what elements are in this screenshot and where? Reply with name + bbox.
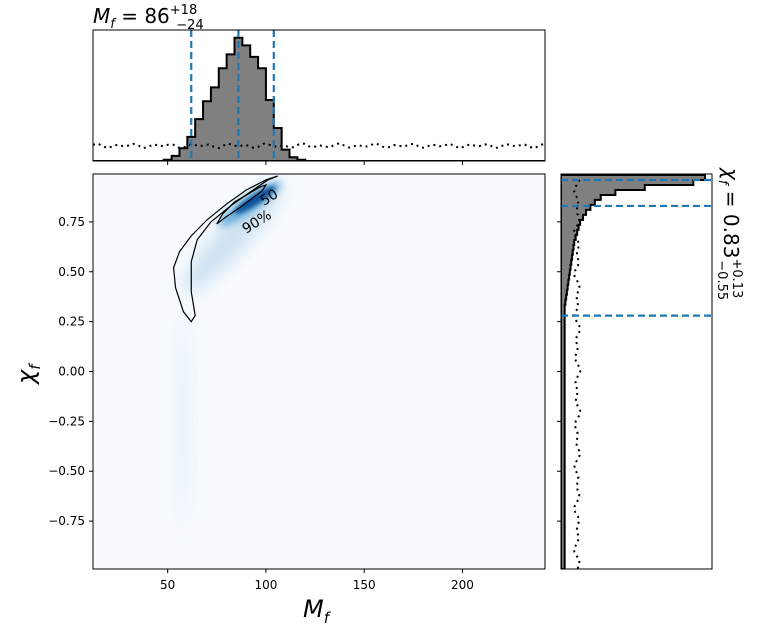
density-tail	[175, 310, 191, 530]
x-tick-label-1: 100	[254, 578, 277, 592]
contour-50-percent	[216, 183, 268, 225]
spin-histogram-fill	[561, 174, 706, 569]
spin-panel-title: χf = 0.83+0.13−0.55	[714, 167, 744, 300]
joint-x-axis-label: Mf	[303, 595, 332, 627]
density-wide	[182, 183, 282, 293]
density-core	[234, 186, 276, 214]
joint-panel: 90% 50 50 100 150 200 0.750.500.250.00−0.25…	[12, 173, 546, 627]
x-tick-label-2: 150	[353, 578, 376, 592]
mass-panel-frame	[92, 29, 546, 162]
y-label-symbol: χ	[12, 369, 40, 386]
spin-title-symbol: χ	[719, 167, 743, 181]
mass-histogram-outline	[93, 36, 545, 161]
x-tick-label-3: 200	[451, 578, 474, 592]
joint-y-axis-label: χf	[12, 362, 44, 386]
spin-prior-line	[572, 174, 582, 569]
spin-panel-frame	[560, 173, 713, 570]
mass-title-median: 86	[144, 4, 169, 28]
mass-marginal-panel: Mf = 86+18 −24	[92, 3, 546, 165]
mass-title-symbol: M	[93, 4, 110, 28]
x-label-subscript: f	[324, 609, 332, 627]
mass-histogram-fill	[163, 37, 306, 161]
spin-title-minus: −0.55	[714, 260, 729, 300]
y-tick-label-1: 0.50	[58, 265, 85, 279]
y-tick-label-0: 0.75	[58, 215, 85, 229]
joint-x-axis: 50 100 150 200	[160, 569, 474, 592]
mass-title-plus: +18	[170, 3, 197, 18]
y-tick-label-3: 0.00	[58, 365, 85, 379]
y-tick-label-6: −0.75	[48, 514, 85, 528]
spin-title-plus: +0.13	[729, 258, 744, 298]
joint-density	[175, 181, 282, 530]
spin-histogram-outline	[561, 174, 707, 569]
y-tick-label-5: −0.50	[48, 464, 85, 478]
x-label-symbol: M	[303, 595, 324, 623]
joint-background	[93, 174, 545, 569]
mass-prior-line	[93, 142, 545, 150]
mass-panel-title: Mf = 86+18 −24	[93, 3, 204, 33]
contour-90-percent	[172, 175, 278, 323]
mass-title-minus: −24	[176, 18, 203, 33]
spin-marginal-panel: χf = 0.83+0.13−0.55	[557, 167, 744, 570]
y-label-subscript: f	[26, 362, 44, 370]
spin-title-subscript: f	[715, 180, 730, 187]
y-tick-label-2: 0.25	[58, 315, 85, 329]
spin-title-median: 0.83	[719, 214, 743, 259]
x-tick-label-0: 50	[160, 578, 175, 592]
joint-y-axis: 0.75 0.50 0.25 0.00 −0.25 −0.50 −0.75	[48, 215, 93, 528]
y-tick-label-4: −0.25	[48, 414, 85, 428]
mass-title-subscript: f	[110, 17, 117, 32]
